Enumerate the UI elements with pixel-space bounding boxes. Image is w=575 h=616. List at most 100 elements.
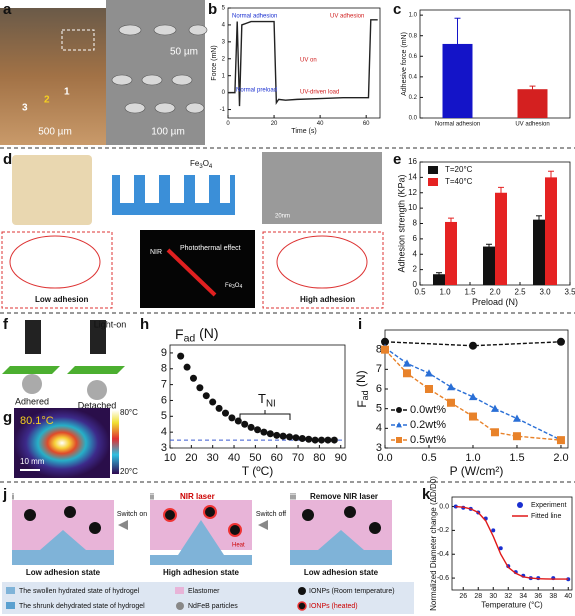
legend-swatch (6, 602, 15, 609)
marker (556, 436, 565, 445)
y-tick-label: 5 (161, 410, 167, 422)
text: T (242, 464, 250, 478)
marker (446, 383, 455, 391)
y-axis-label: Adhesion strength (KPa) (396, 174, 406, 272)
y-tick-label: 1 (222, 73, 226, 79)
legend-swatch (298, 587, 306, 595)
legend-swatch (428, 166, 438, 174)
y-tick-label: 2 (222, 56, 226, 62)
legend-label: T=20°C (445, 165, 473, 174)
sphere (22, 374, 42, 394)
marker (468, 392, 477, 401)
scale-label: 10 mm (20, 457, 45, 466)
remove-label: Remove NIR laser (310, 492, 378, 501)
tem-image (262, 152, 382, 224)
step-label: ii (150, 491, 154, 501)
legend-swatch (396, 437, 402, 443)
marker (273, 431, 281, 439)
substrate (67, 366, 125, 374)
legend-label: The shrunk dehydrated state of hydrogel (19, 603, 145, 610)
text: 3 (232, 284, 235, 290)
legend-swatch (396, 407, 402, 413)
molecule-circle (9, 235, 101, 289)
legend-box (2, 582, 414, 614)
marker (196, 384, 204, 392)
panel-label: b (208, 1, 217, 18)
marker (292, 434, 300, 442)
legend-label: Experiment (531, 502, 566, 509)
text: F (175, 326, 184, 342)
marker (498, 546, 503, 551)
marker (202, 392, 210, 400)
y-tick-label: 9 (161, 347, 167, 359)
y-tick-label: 12 (408, 188, 417, 197)
x-tick-label: 1.0 (465, 452, 480, 464)
panel-label: g (3, 409, 12, 426)
x-tick-label: 36 (534, 593, 542, 600)
marker (424, 369, 433, 377)
series-line (228, 19, 378, 107)
text: T (258, 391, 266, 406)
bar (483, 246, 495, 285)
legend-swatch (6, 587, 15, 594)
x-tick-label: 20 (185, 452, 197, 464)
y-axis-label: Fad (N) (354, 370, 370, 407)
nir-label: NIR (150, 249, 162, 256)
laser (166, 248, 217, 297)
fe3o4-label: Fe3O4 (225, 283, 242, 291)
plot-frame (169, 344, 346, 449)
legend-label: IONPs (Room temperature) (309, 588, 395, 595)
bar (495, 192, 507, 285)
x-tick-label: 3.0 (539, 287, 551, 296)
text: (N) (354, 370, 368, 390)
x-tick-label: 40 (317, 121, 324, 127)
legend-label: NdFeB particles (188, 603, 238, 610)
y-tick-label: 14 (408, 172, 417, 181)
y-tick-label: 4 (376, 422, 382, 434)
bar (517, 89, 548, 118)
state-label: Adhered (15, 396, 49, 406)
y-tick-label: -0.6 (437, 575, 449, 582)
legend-swatch (176, 602, 184, 610)
y-tick-label: 0.2 (409, 95, 418, 101)
x-tick-label: 10 (164, 452, 176, 464)
text: 4 (239, 284, 242, 290)
light-label: Light-on (94, 319, 127, 329)
text: (W/cm²) (457, 464, 503, 478)
marker (318, 436, 326, 444)
panel-label: c (393, 1, 401, 18)
text: F (355, 400, 369, 407)
light-source (25, 320, 41, 354)
x-tick-label: 38 (549, 593, 557, 600)
y-axis-label: Normalized Diameter change (ΔD/D0) (429, 476, 438, 611)
effect-label: Photothermal effect (180, 245, 241, 252)
pillars (111, 24, 208, 114)
panel-label: k (422, 486, 431, 503)
marker (298, 434, 306, 442)
y-tick-label: 0.0 (439, 503, 449, 510)
sem-image (106, 0, 205, 145)
marker (381, 345, 389, 354)
state-label: High adhesion (300, 295, 355, 304)
panel-label: d (3, 151, 12, 168)
x-axis-label: T (ºC) (242, 464, 274, 478)
x-tick-label: 20 (271, 121, 278, 127)
colorbar-label: 20°C (120, 467, 138, 476)
marker (221, 409, 229, 417)
x-tick-label: Normal adhesion (435, 122, 480, 128)
y-tick-label: 0 (413, 280, 418, 289)
annotation: UV adhesion (330, 14, 364, 20)
x-tick-label: 26 (459, 593, 467, 600)
legend-label: 0.5wt% (410, 434, 446, 446)
marker (183, 363, 191, 371)
x-tick-label: 50 (249, 452, 261, 464)
x-tick-label: 70 (292, 452, 304, 464)
state-label: Low adhesion state (26, 568, 101, 577)
bar (533, 219, 545, 285)
pillars (120, 175, 230, 203)
light-source (90, 320, 106, 354)
y-tick-label: 8 (376, 344, 382, 356)
series-line (455, 505, 569, 580)
x-tick-label: 32 (504, 593, 512, 600)
